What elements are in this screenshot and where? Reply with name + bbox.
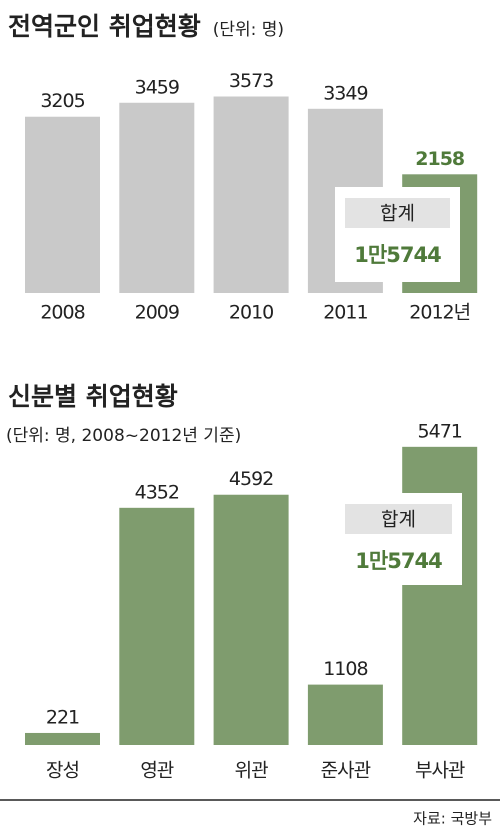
category-label: 위관	[235, 760, 268, 782]
bar	[119, 102, 195, 293]
value-label: 2158	[415, 148, 465, 170]
chart-title: 전역군인 취업현황	[8, 12, 201, 41]
source: 자료: 국방부	[413, 810, 492, 828]
bar	[307, 684, 383, 745]
bar	[25, 732, 100, 745]
bar	[213, 494, 289, 745]
bar	[25, 116, 100, 293]
chart: 신분별 취업현황 (단위: 명, 2008~2012년 기준) 221 장성 4352 영…	[6, 382, 478, 782]
chart-subtitle: (단위: 명, 2008~2012년 기준)	[6, 426, 241, 446]
bar	[213, 96, 289, 293]
category-label: 영관	[140, 760, 173, 782]
category-label: 준사관	[321, 760, 371, 782]
category-label: 2011	[323, 302, 367, 324]
category-label: 2012년	[409, 302, 470, 324]
value-label: 4592	[229, 468, 273, 490]
value-label: 221	[46, 706, 79, 728]
total-value: 1만5744	[354, 243, 441, 267]
bar	[402, 446, 478, 745]
category-label: 2010	[229, 302, 273, 324]
category-label: 2009	[135, 302, 179, 324]
category-label: 장성	[46, 760, 79, 782]
total-label-bg	[345, 504, 452, 534]
bar	[119, 507, 195, 745]
category-label: 2008	[40, 302, 84, 324]
chart: 전역군인 취업현황 (단위: 명) 3205 2008 3459 2009 3573 2010…	[8, 12, 478, 324]
value-label: 5471	[418, 420, 462, 442]
value-label: 3573	[229, 70, 273, 92]
value-label: 4352	[135, 481, 179, 503]
value-label: 3349	[323, 82, 367, 104]
total-label: 합계	[380, 203, 415, 225]
category-label: 부사관	[415, 760, 465, 782]
chart-subtitle: (단위: 명)	[213, 20, 284, 40]
total-label: 합계	[381, 509, 416, 531]
value-label: 1108	[323, 658, 367, 680]
total-value: 1만5744	[355, 549, 442, 573]
chart-title: 신분별 취업현황	[8, 382, 178, 411]
value-label: 3459	[135, 76, 179, 98]
value-label: 3205	[40, 90, 84, 112]
total-label-bg	[345, 198, 450, 228]
